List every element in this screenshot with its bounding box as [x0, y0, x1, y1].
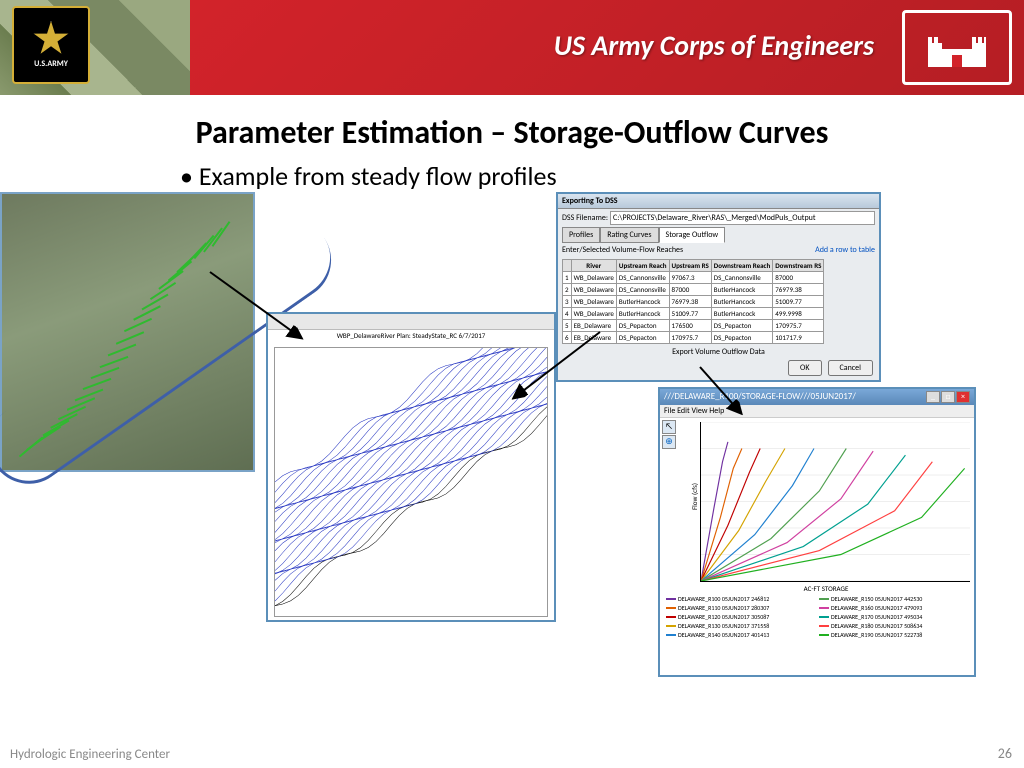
- army-emblem: U.S.ARMY: [12, 6, 90, 84]
- zoom-icon[interactable]: ⊕: [662, 435, 676, 449]
- close-button[interactable]: ×: [956, 391, 970, 403]
- tab-storage-outflow[interactable]: Storage Outflow: [659, 227, 726, 243]
- dss-tabs: ProfilesRating CurvesStorage Outflow: [558, 227, 879, 243]
- dss-filename-label: DSS Filename:: [562, 213, 608, 223]
- sf-chart: Flow (cfs): [700, 422, 970, 582]
- page-number: 26: [998, 745, 1012, 762]
- castle-logo: [902, 10, 1012, 85]
- army-label: U.S.ARMY: [34, 59, 68, 69]
- bullet-text: Example from steady flow profiles: [180, 160, 1024, 192]
- window-controls: _ □ ×: [926, 391, 970, 403]
- canvas: WBP_DelawareRiver Plan: SteadyState_RC 6…: [0, 192, 1024, 702]
- slide-title: Parameter Estimation – Storage-Outflow C…: [0, 113, 1024, 152]
- sf-legend: DELAWARE_R100 05JUN2017 246812DELAWARE_R…: [660, 593, 974, 642]
- storage-flow-window: ///DELAWARE_R100/STORAGE-FLOW///05JUN201…: [658, 387, 976, 677]
- dss-filename-input[interactable]: [610, 211, 875, 225]
- cancel-button[interactable]: Cancel: [828, 360, 874, 376]
- dss-sublabel: Enter/Selected Volume-Flow Reaches: [562, 245, 683, 255]
- tab-profiles[interactable]: Profiles: [562, 227, 600, 243]
- add-row-link[interactable]: Add a row to table: [815, 245, 875, 255]
- dss-title: Exporting To DSS: [558, 194, 879, 209]
- red-band: US Army Corps of Engineers: [190, 0, 1024, 95]
- pointer-icon[interactable]: ↖: [662, 420, 676, 434]
- usace-title: US Army Corps of Engineers: [554, 28, 874, 63]
- sf-ylabel: Flow (cfs): [690, 482, 699, 509]
- maximize-button[interactable]: □: [941, 391, 955, 403]
- sf-xlabel: AC-FT STORAGE: [678, 584, 974, 593]
- ok-button[interactable]: OK: [788, 360, 821, 376]
- footer-left: Hydrologic Engineering Center: [10, 747, 170, 762]
- minimize-button[interactable]: _: [926, 391, 940, 403]
- tab-rating-curves[interactable]: Rating Curves: [600, 227, 658, 243]
- star-icon: [33, 21, 69, 57]
- header-band: U.S.ARMY US Army Corps of Engineers: [0, 0, 1024, 95]
